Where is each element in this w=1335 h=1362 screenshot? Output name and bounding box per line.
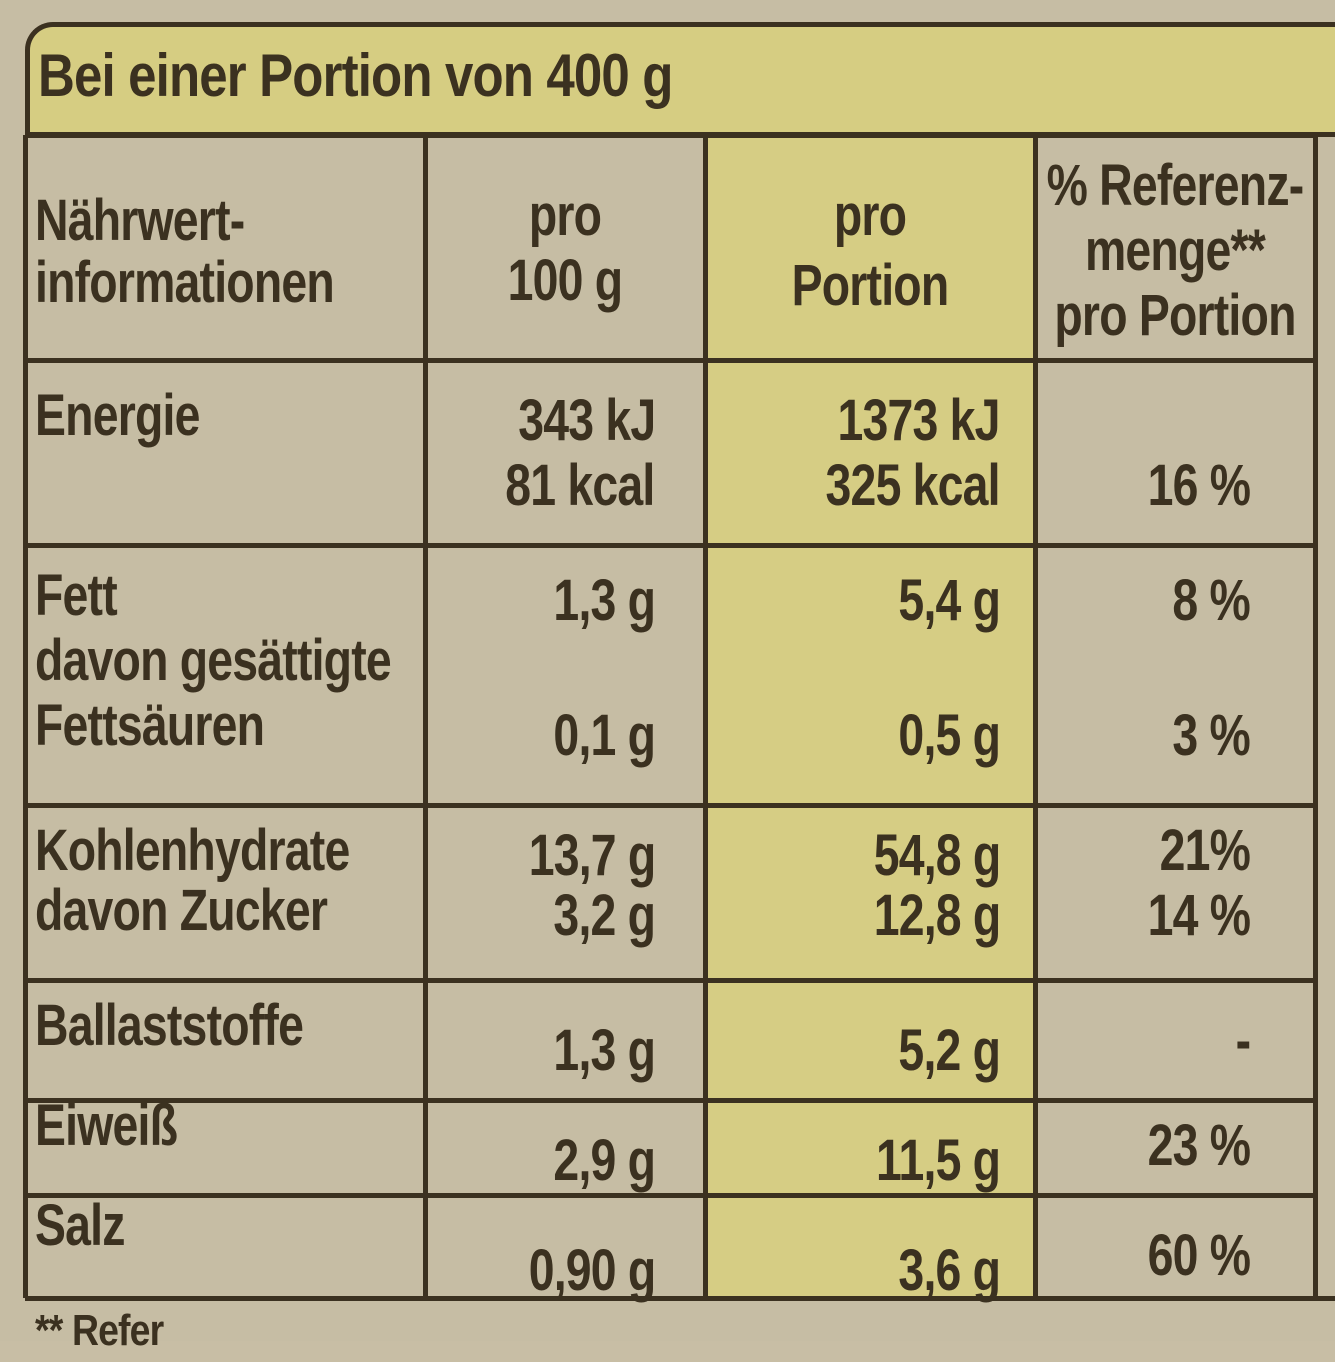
column-header: pro [833, 183, 907, 248]
footnote: ** Refer [35, 1306, 164, 1355]
column-header: Portion [791, 253, 950, 318]
nutrient-value: 60 % [1147, 1223, 1250, 1288]
nutrient-value: 3 % [1172, 703, 1250, 768]
rule [1033, 135, 1038, 1298]
rule [25, 358, 1315, 363]
nutrient-label: Fettsäuren [35, 693, 265, 758]
nutrient-value: 5,2 g [898, 1018, 1001, 1083]
nutrient-value: 325 kcal [825, 453, 1001, 518]
nutrient-value: 81 kcal [505, 453, 656, 518]
column-header: % Referenz- [1046, 153, 1305, 218]
nutrient-value: - [1235, 1008, 1250, 1073]
nutrient-value: 14 % [1147, 883, 1250, 948]
nutrient-value: 8 % [1172, 568, 1250, 633]
nutrient-value: 1,3 g [553, 1018, 656, 1083]
nutrient-label: Kohlenhydrate [35, 818, 350, 883]
nutrient-value: 13,7 g [528, 823, 656, 888]
nutrient-value: 5,4 g [898, 568, 1001, 633]
nutrient-value: 16 % [1147, 453, 1250, 518]
nutrient-label: Fett [35, 563, 118, 628]
column-header: 100 g [507, 248, 623, 313]
column-header: pro [528, 183, 602, 248]
title-band [25, 22, 1335, 137]
rule [25, 1193, 1315, 1198]
rule [25, 543, 1315, 548]
column-header: menge** [1084, 218, 1266, 283]
column-header: informationen [35, 250, 335, 315]
nutrient-value: 3,2 g [553, 883, 656, 948]
nutrient-value: 12,8 g [873, 883, 1001, 948]
footer-rule [25, 1296, 1335, 1301]
nutrient-value: 1,3 g [553, 568, 656, 633]
rule [25, 803, 1315, 808]
nutrient-value: 0,90 g [528, 1238, 656, 1303]
nutrient-value: 1373 kJ [837, 388, 1001, 453]
nutrient-label: davon gesättigte [35, 628, 392, 693]
nutrient-label: Energie [35, 383, 200, 448]
rule [703, 135, 708, 1298]
nutrient-value: 21% [1159, 818, 1251, 883]
nutrient-value: 11,5 g [875, 1128, 1001, 1193]
nutrient-value: 23 % [1147, 1113, 1250, 1178]
rule [25, 978, 1315, 983]
column-header: pro Portion [1054, 283, 1296, 348]
rule [23, 135, 28, 1298]
nutrient-label: Eiweiß [35, 1093, 178, 1158]
rule [25, 133, 1315, 138]
rule [25, 1098, 1315, 1103]
nutrient-value: 54,8 g [873, 823, 1001, 888]
nutrient-value: 2,9 g [553, 1128, 656, 1193]
nutrient-value: 0,5 g [898, 703, 1001, 768]
nutrient-value: 3,6 g [898, 1238, 1001, 1303]
nutrient-value: 343 kJ [517, 388, 656, 453]
rule [1313, 135, 1318, 1298]
title: Bei einer Portion von 400 g [38, 42, 673, 109]
portion-column [705, 135, 1035, 1300]
rule [423, 135, 428, 1298]
nutrient-label: Ballaststoffe [35, 993, 304, 1058]
nutrient-label: Salz [35, 1193, 125, 1258]
nutrient-label: davon Zucker [35, 878, 328, 943]
nutrient-value: 0,1 g [553, 703, 656, 768]
column-header: Nährwert- [35, 188, 245, 253]
